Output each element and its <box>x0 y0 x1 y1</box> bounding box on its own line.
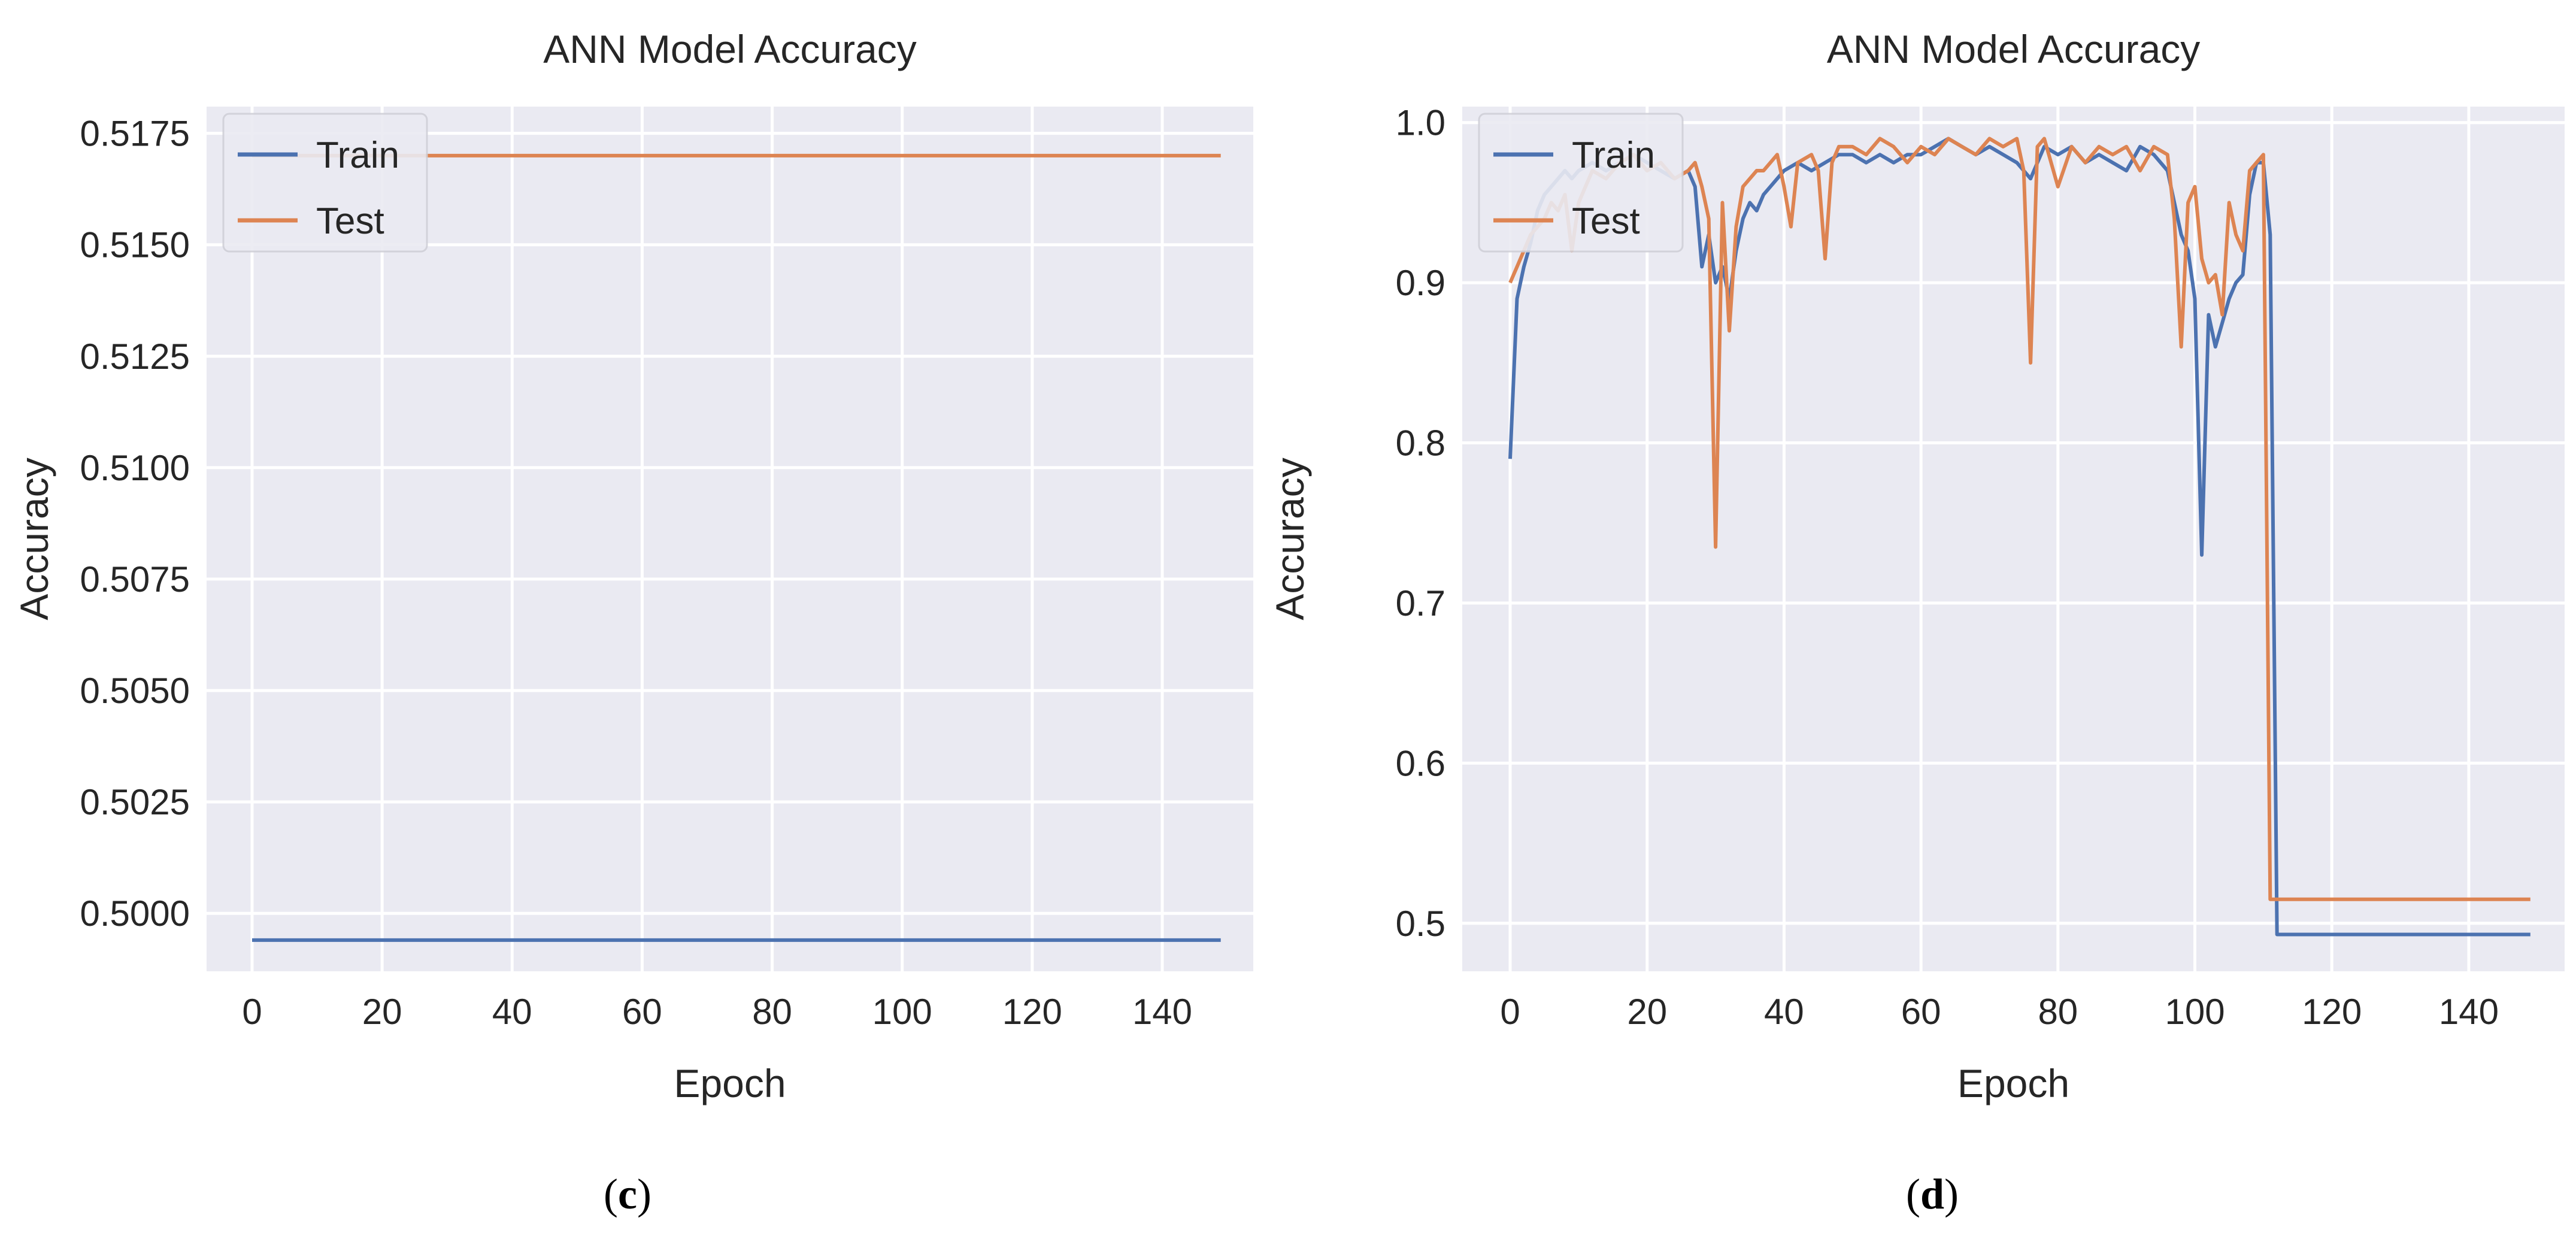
chart-d-y-axis-label: Accuracy <box>1268 458 1312 620</box>
chart-c-y-tick-label: 0.5150 <box>80 225 190 265</box>
chart-d-y-tick-label: 1.0 <box>1396 103 1445 143</box>
chart-d-caption: (d) <box>1906 1170 1959 1218</box>
chart-d-y-tick-label: 0.9 <box>1396 263 1445 303</box>
chart-c-x-tick-label: 140 <box>1132 992 1192 1032</box>
chart-c-x-tick-label: 60 <box>622 992 662 1032</box>
chart-c-y-axis-label: Accuracy <box>12 458 56 620</box>
chart-c-legend-label-train: Train <box>316 135 399 176</box>
chart-d-x-tick-label: 120 <box>2302 992 2362 1032</box>
chart-d-x-tick-label: 0 <box>1500 992 1520 1032</box>
chart-c-x-tick-label: 100 <box>872 992 932 1032</box>
chart-c-y-tick-label: 0.5075 <box>80 559 190 599</box>
chart-c-x-tick-label: 0 <box>242 992 262 1032</box>
chart-c-y-tick-label: 0.5175 <box>80 114 190 154</box>
chart-panel-c: 0 20 40 60 80 100 120 140 0.5000 0.5025 0.5050 0.50… <box>12 27 1253 1218</box>
chart-d-legend-label-test: Test <box>1572 201 1640 242</box>
chart-d-y-tick-label: 0.5 <box>1396 904 1445 944</box>
chart-c-y-tick-label: 0.5100 <box>80 448 190 488</box>
chart-d-x-tick-label: 140 <box>2439 992 2499 1032</box>
chart-c-x-tick-label: 80 <box>752 992 792 1032</box>
chart-c-caption: (c) <box>604 1170 651 1218</box>
chart-d-x-axis-label: Epoch <box>1957 1061 2069 1105</box>
chart-d-legend <box>1478 113 1684 253</box>
chart-c-legend-label-test: Test <box>316 201 384 242</box>
chart-c-y-tick-label: 0.5050 <box>80 671 190 711</box>
chart-d-x-tick-label: 40 <box>1764 992 1804 1032</box>
chart-c-y-tick-label: 0.5000 <box>80 893 190 934</box>
chart-d-x-tick-label: 80 <box>2038 992 2078 1032</box>
chart-d-y-tick-label: 0.6 <box>1396 743 1445 783</box>
chart-c-x-tick-label: 20 <box>362 992 402 1032</box>
chart-panel-d: 0 20 40 60 80 100 120 140 0.5 0.6 0.7 0.8 0.9 1.0 ANN … <box>1268 27 2565 1218</box>
chart-c-x-tick-label: 40 <box>492 992 532 1032</box>
chart-d-x-tick-label: 60 <box>1901 992 1941 1032</box>
chart-c-x-axis-label: Epoch <box>674 1061 786 1105</box>
chart-c-x-tick-label: 120 <box>1002 992 1062 1032</box>
chart-c-legend <box>222 113 428 253</box>
chart-c-title: ANN Model Accuracy <box>543 27 917 71</box>
chart-d-y-tick-label: 0.8 <box>1396 423 1445 463</box>
chart-d-legend-label-train: Train <box>1572 135 1655 176</box>
chart-c-y-tick-label: 0.5025 <box>80 782 190 822</box>
chart-d-x-tick-label: 20 <box>1627 992 1667 1032</box>
chart-d-y-tick-label: 0.7 <box>1396 583 1445 623</box>
chart-c-y-tick-label: 0.5125 <box>80 337 190 377</box>
chart-d-x-tick-label: 100 <box>2165 992 2225 1032</box>
chart-d-title: ANN Model Accuracy <box>1827 27 2201 71</box>
